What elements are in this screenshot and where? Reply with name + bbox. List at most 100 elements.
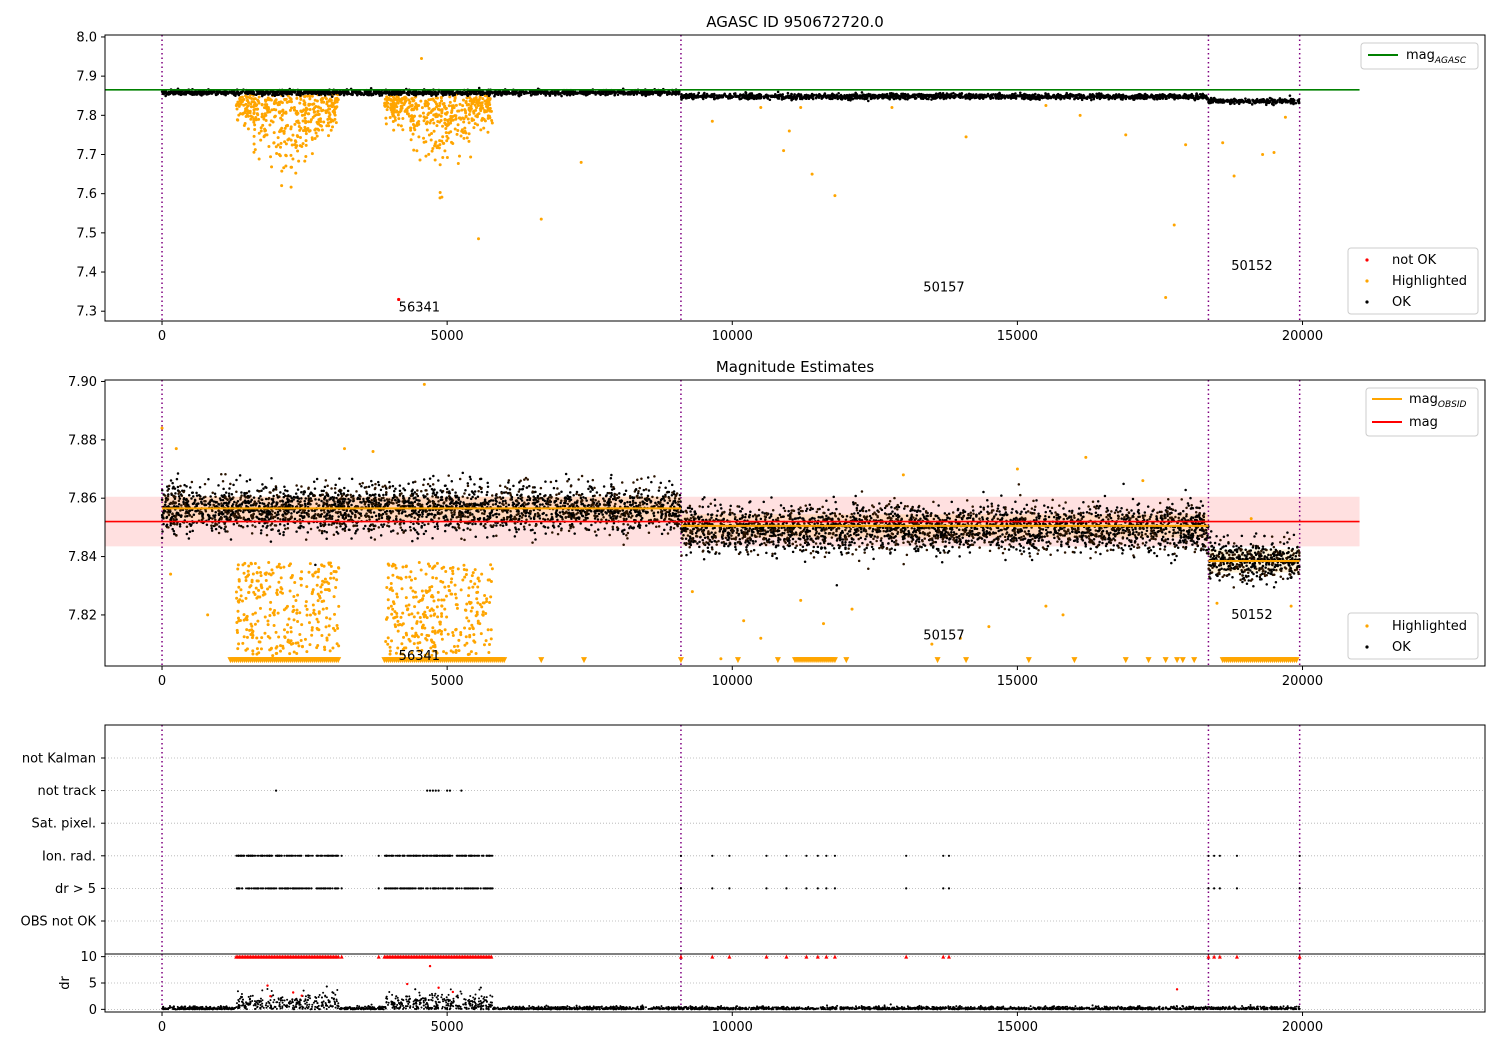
ok-point xyxy=(790,95,794,99)
highlighted-point xyxy=(402,635,406,639)
highlighted-point xyxy=(384,116,388,120)
highlighted-point xyxy=(450,577,454,581)
highlighted-point xyxy=(442,101,446,105)
highlighted-point xyxy=(242,103,246,107)
ok-point xyxy=(436,92,439,96)
highlighted-point xyxy=(412,115,416,119)
highlighted-point xyxy=(286,623,290,627)
ok-point xyxy=(1255,100,1258,104)
highlighted-point xyxy=(433,158,437,162)
highlighted-point xyxy=(395,575,399,579)
highlighted-point xyxy=(269,600,273,604)
highlighted-point xyxy=(277,580,281,584)
ok-point xyxy=(781,93,785,96)
highlighted-point xyxy=(237,600,241,604)
highlighted-point xyxy=(393,623,397,627)
highlighted-point xyxy=(440,111,444,115)
highlighted-point xyxy=(399,124,403,128)
highlighted-point xyxy=(249,102,253,106)
highlighted-point xyxy=(293,122,297,126)
highlighted-point xyxy=(303,159,307,163)
highlighted-point xyxy=(461,578,465,582)
highlighted-point xyxy=(296,619,300,623)
highlighted-point xyxy=(386,606,390,610)
highlighted-point xyxy=(475,597,479,601)
highlighted-point xyxy=(386,562,390,566)
ok-point xyxy=(309,90,313,93)
highlighted-point xyxy=(249,114,253,118)
highlighted-point xyxy=(392,105,396,109)
highlighted-point xyxy=(309,120,313,124)
ok-point xyxy=(710,93,714,96)
ok-point xyxy=(693,94,696,98)
highlighted-point xyxy=(289,153,293,157)
panel-title-agasc: AGASC ID 950672720.0 xyxy=(706,13,884,31)
panel-title-estimates: Magnitude Estimates xyxy=(716,358,874,376)
highlighted-point xyxy=(435,605,439,609)
highlighted-point xyxy=(278,111,282,115)
highlighted-point xyxy=(279,576,283,580)
highlighted-point xyxy=(485,600,489,604)
highlighted-point xyxy=(404,604,408,608)
highlighted-point xyxy=(473,103,477,107)
highlighted-point xyxy=(433,612,437,616)
ok-point xyxy=(202,93,205,96)
highlighted-point xyxy=(316,599,320,603)
highlighted-point xyxy=(297,644,301,648)
highlighted-point xyxy=(421,111,425,115)
highlighted-point xyxy=(476,621,480,625)
highlighted-point xyxy=(308,562,312,566)
highlighted-point xyxy=(241,563,245,567)
ok-point xyxy=(493,94,496,98)
ok-point xyxy=(366,93,369,97)
highlighted-point xyxy=(464,101,468,105)
ok-point xyxy=(1052,96,1056,99)
highlighted-point xyxy=(300,570,304,574)
highlighted-point xyxy=(302,99,306,103)
highlighted-point xyxy=(395,101,399,105)
highlighted-point xyxy=(304,106,308,110)
highlighted-point xyxy=(335,623,339,627)
ok-point xyxy=(1283,98,1287,101)
highlighted-point xyxy=(236,563,240,567)
highlighted-point xyxy=(490,567,494,571)
x-tick-label: 15000 xyxy=(997,329,1038,344)
obsid-annotation: 50152 xyxy=(1231,259,1272,274)
ok-point xyxy=(293,91,297,94)
highlighted-point xyxy=(294,140,298,144)
ok-point xyxy=(974,96,978,100)
ok-point xyxy=(192,91,196,95)
highlighted-point xyxy=(329,120,333,124)
ok-point xyxy=(799,93,803,96)
highlighted-point xyxy=(417,104,421,108)
highlighted-point xyxy=(429,138,433,142)
ok-point xyxy=(970,95,974,99)
highlighted-point xyxy=(386,105,390,109)
highlighted-point xyxy=(408,575,412,579)
highlighted-point xyxy=(371,450,375,453)
ok-point xyxy=(370,92,373,96)
ok-point xyxy=(486,92,489,95)
highlighted-point xyxy=(206,613,210,617)
highlighted-point xyxy=(276,136,280,140)
highlighted-point xyxy=(449,140,453,144)
highlighted-point xyxy=(319,120,323,124)
highlighted-point xyxy=(326,117,330,121)
ok-point xyxy=(1105,95,1108,99)
highlighted-point xyxy=(467,594,471,598)
highlighted-point xyxy=(253,622,257,626)
ok-point xyxy=(1059,97,1062,101)
ok-point xyxy=(816,94,820,97)
highlighted-point xyxy=(427,111,431,115)
ok-point xyxy=(907,96,911,100)
ok-point xyxy=(758,96,762,100)
highlighted-point xyxy=(266,96,270,100)
highlighted-point xyxy=(337,644,341,648)
ok-point xyxy=(790,98,793,101)
ok-point xyxy=(563,92,566,96)
highlighted-point xyxy=(299,583,303,587)
highlighted-point xyxy=(246,127,250,131)
highlighted-point xyxy=(451,572,455,576)
highlighted-point xyxy=(438,143,442,147)
highlighted-point xyxy=(476,577,480,581)
